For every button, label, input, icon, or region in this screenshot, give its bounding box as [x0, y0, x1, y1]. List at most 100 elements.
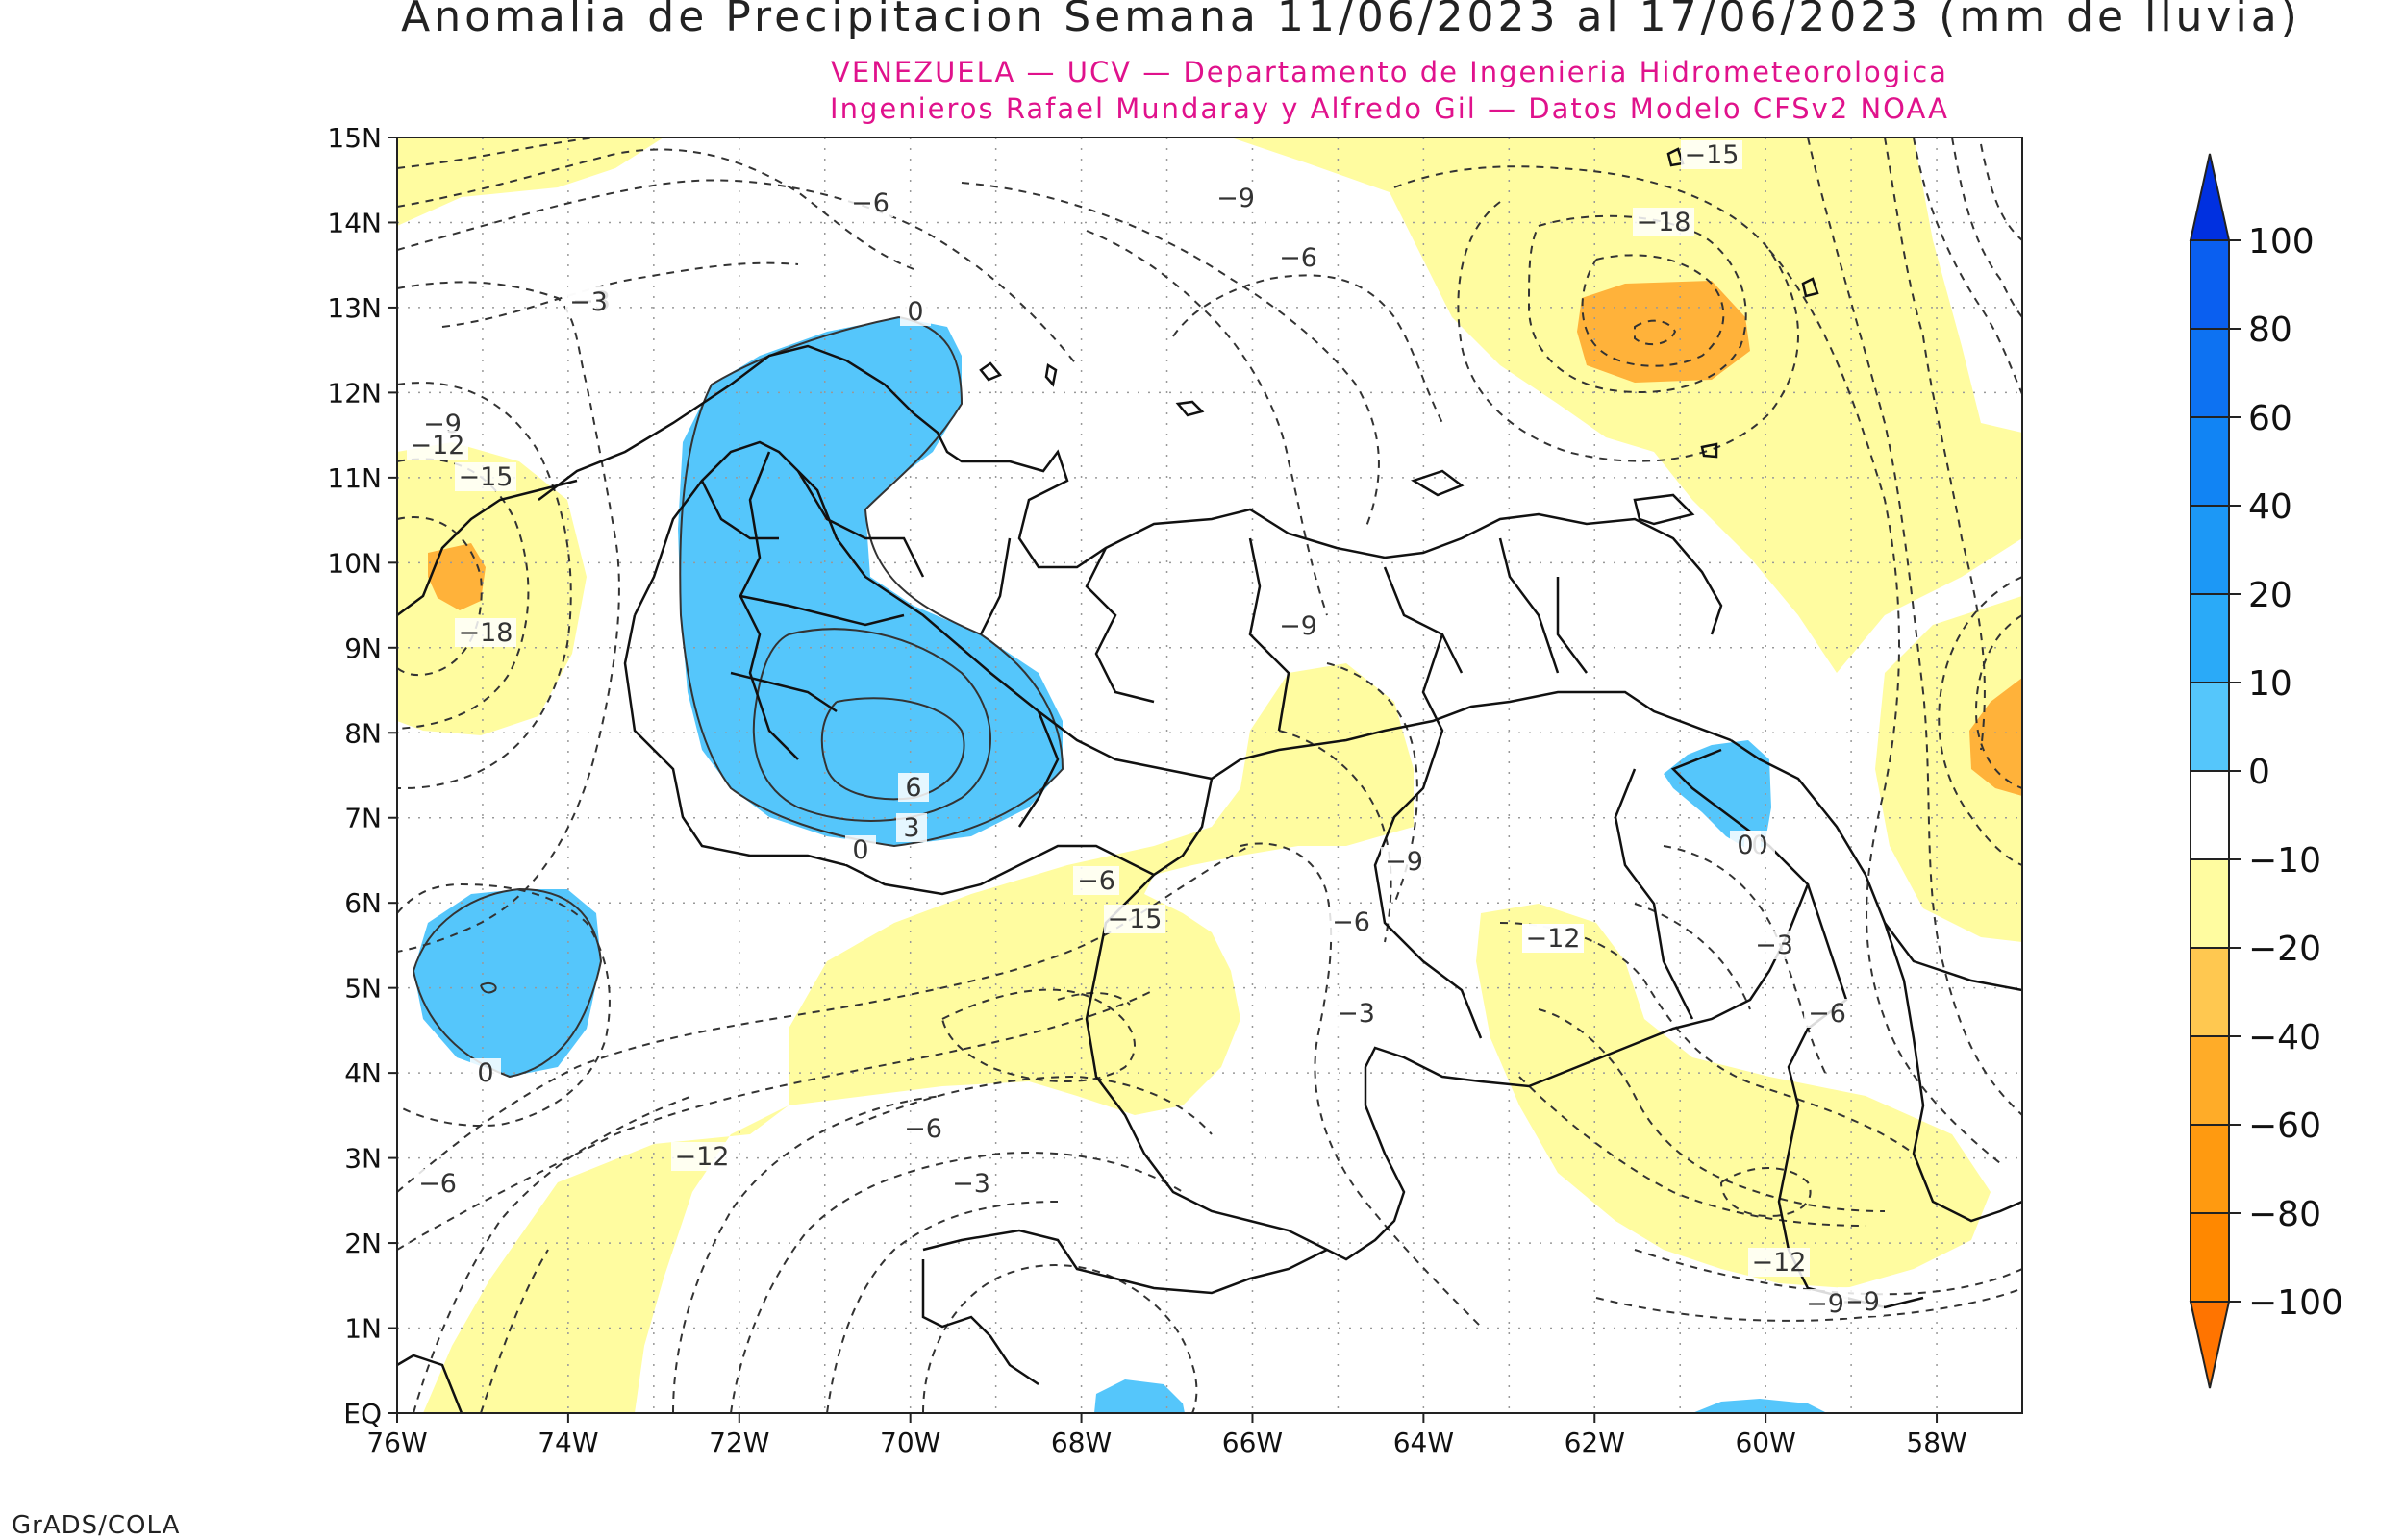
- y-tick-label: EQ: [343, 1398, 382, 1429]
- contour-label-bg: [900, 297, 931, 326]
- x-tick-label: 64W: [1393, 1427, 1454, 1458]
- contour-label: −12: [671, 1142, 733, 1172]
- state-border: [1085, 547, 1155, 704]
- contour-label-bg: [847, 188, 893, 217]
- contour-label-bg: [896, 813, 927, 842]
- y-tick-label: 11N: [327, 462, 382, 494]
- positive-anomaly-region: [1664, 740, 1771, 851]
- island-barbados: [1801, 277, 1819, 298]
- contour-label-text: 0: [907, 297, 923, 327]
- negative-anomaly-region: [1231, 137, 2022, 673]
- contour-label-text: −9: [1806, 1289, 1844, 1319]
- colombia-west-border: [623, 614, 1155, 896]
- colorbar-segment: [2190, 947, 2230, 1037]
- contour-label: −6: [1073, 866, 1119, 896]
- state-border: [1373, 633, 1483, 1039]
- contour-label-bg: [900, 1114, 946, 1143]
- contour-label: 0: [470, 1058, 501, 1088]
- panama-coast: [397, 479, 578, 617]
- colorbar-label: 100: [2248, 222, 2315, 261]
- contour-label-text: −15: [1108, 905, 1163, 934]
- contour-labels: −3−6−9−9−12−15−18−15−18−60−3−9−6−9−12−12…: [407, 140, 1884, 1319]
- contour-label: −9: [1213, 184, 1259, 213]
- contour-label: −9: [1381, 847, 1427, 877]
- colorbar-label: −10: [2248, 841, 2321, 881]
- y-tick-label: 3N: [344, 1143, 382, 1175]
- contour-label-text: −6: [1077, 866, 1115, 896]
- contour-label-text: 3: [903, 813, 919, 843]
- map-frame: [396, 137, 2023, 1414]
- contour-label: −12: [407, 431, 468, 460]
- x-tick-label: 70W: [880, 1427, 940, 1458]
- contour-label-text: −3: [1337, 999, 1375, 1029]
- contour-label-bg: [1522, 924, 1584, 953]
- colorbar-label: 80: [2248, 310, 2292, 350]
- colorbar-label: −60: [2248, 1106, 2321, 1146]
- colorbar-segment: [2190, 239, 2230, 330]
- pacific-coast: [397, 1354, 463, 1413]
- contour-label: 0: [900, 297, 931, 327]
- y-tick-label: 8N: [344, 717, 382, 749]
- x-tick-label: 76W: [366, 1427, 427, 1458]
- contour-label: −9: [1275, 611, 1321, 641]
- colorbar-segment: [2190, 1035, 2230, 1126]
- contour-label: −18: [1633, 208, 1694, 237]
- contour-label-bg: [455, 618, 516, 647]
- x-tick-label: 66W: [1222, 1427, 1283, 1458]
- brazil-border: [922, 1229, 1328, 1295]
- island-trinidad: [1633, 493, 1695, 526]
- state-border: [1614, 768, 1694, 1020]
- contour-label-text: −9: [1385, 847, 1423, 877]
- negative-anomaly-region: [397, 137, 664, 226]
- contour-label-text: −12: [1526, 924, 1581, 954]
- colombia-border: [633, 440, 1732, 781]
- contour-label-bg: [845, 835, 876, 864]
- colorbar-segment: [2190, 1124, 2230, 1214]
- island-curacao: [1044, 362, 1058, 387]
- contour-label-text: −3: [1755, 931, 1793, 960]
- guyana-border: [1730, 738, 2022, 992]
- contour-label-bg: [1104, 905, 1165, 933]
- colorbar-label: −80: [2248, 1195, 2321, 1234]
- island-margarita: [1411, 469, 1465, 497]
- negative-anomaly-region: [423, 663, 1414, 1413]
- state-border: [979, 537, 1012, 635]
- colorbar-label: 10: [2248, 664, 2292, 704]
- contour-label-text: 0: [1737, 831, 1753, 860]
- contour-label-bg: [414, 1169, 461, 1198]
- contour-label-text: −6: [418, 1169, 457, 1199]
- colorbar-label: 40: [2248, 487, 2292, 527]
- contour-label-text: −12: [411, 431, 465, 460]
- contour-label-bg: [1275, 243, 1321, 272]
- contour-label-bg: [898, 773, 929, 802]
- strong-negative-core: [428, 543, 486, 610]
- caribbean-coastline: [538, 344, 1723, 635]
- contour-label-bg: [1381, 847, 1427, 876]
- contour-label-text: −18: [1637, 208, 1691, 237]
- contour-label-bg: [470, 1058, 501, 1087]
- state-border: [796, 470, 925, 578]
- contour-label-bg: [948, 1169, 994, 1198]
- contour-label: −6: [1804, 999, 1850, 1029]
- colorbar-segment: [2190, 505, 2230, 595]
- brazil-west-border: [921, 1259, 1039, 1386]
- contour-label-text: −3: [952, 1169, 990, 1199]
- contour-label-text: −12: [1752, 1248, 1807, 1278]
- contour-label: −3: [1333, 999, 1379, 1029]
- strong-negative-core: [1969, 678, 2022, 796]
- footer-credit: GrADS/COLA: [12, 1511, 181, 1540]
- contour-label-text: −6: [1332, 907, 1370, 937]
- contour-label: −3: [948, 1169, 994, 1199]
- contour-label-bg: [1804, 999, 1850, 1028]
- contour-label-bg: [1751, 931, 1797, 959]
- colorbar-segment: [2190, 770, 2230, 860]
- strong-negative-core: [1577, 281, 1750, 383]
- state-border: [1383, 566, 1464, 674]
- positive-anomaly-region: [413, 889, 601, 1077]
- colorbar-segment: [2190, 682, 2230, 772]
- contour-label: −12: [1748, 1248, 1810, 1278]
- contour-label-text: −15: [459, 462, 513, 492]
- contour-label-bg: [407, 431, 468, 460]
- contour-label: −15: [1681, 140, 1742, 170]
